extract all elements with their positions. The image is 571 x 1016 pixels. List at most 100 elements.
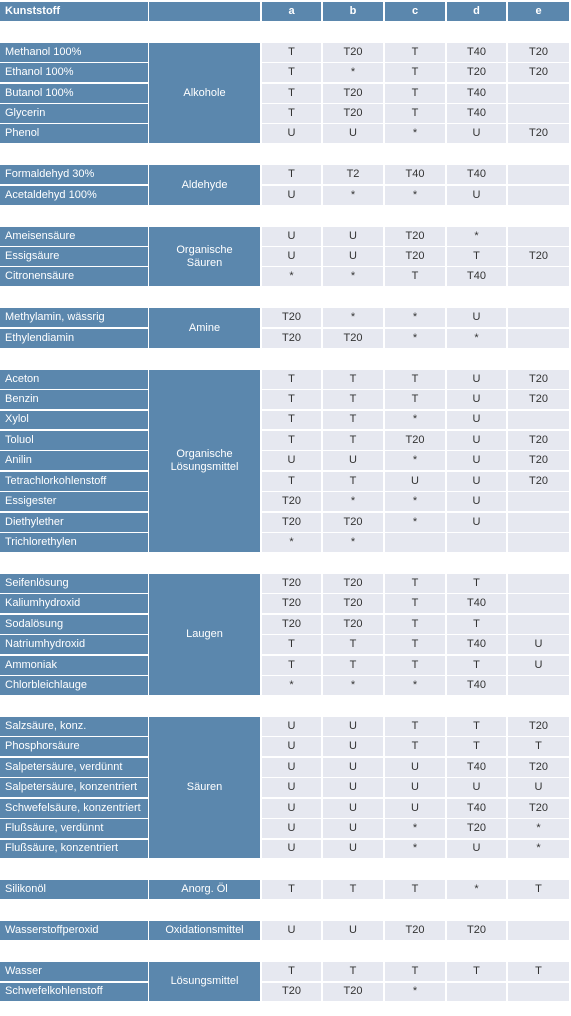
row-label: Wasserstoffperoxid bbox=[0, 921, 148, 941]
value-cell: * bbox=[508, 819, 569, 839]
value-cell: U bbox=[447, 410, 506, 430]
value-cell: * bbox=[385, 982, 445, 1002]
row-label: Flußsäure, konzentriert bbox=[0, 839, 148, 859]
value-cell: * bbox=[323, 308, 383, 328]
row-label: Seifenlösung bbox=[0, 573, 148, 593]
value-cell: T20 bbox=[323, 982, 383, 1002]
value-cell: T bbox=[323, 430, 383, 450]
value-cell: U bbox=[508, 655, 569, 675]
value-cell bbox=[447, 533, 506, 552]
row-label: Acetaldehyd 100% bbox=[0, 185, 148, 205]
value-cell: T20 bbox=[262, 573, 321, 593]
value-cell: * bbox=[385, 410, 445, 430]
value-cell: U bbox=[447, 308, 506, 328]
value-cell: T20 bbox=[323, 104, 383, 123]
value-cell: T bbox=[262, 390, 321, 409]
value-cell: U bbox=[262, 839, 321, 859]
value-cell: T20 bbox=[508, 430, 569, 450]
row-label: Natriumhydroxid bbox=[0, 635, 148, 655]
row-label: Benzin bbox=[0, 390, 148, 409]
group-label: Organische Säuren bbox=[149, 226, 260, 287]
value-cell: U bbox=[262, 451, 321, 471]
value-cell: T bbox=[262, 165, 321, 185]
value-cell bbox=[508, 410, 569, 430]
value-cell bbox=[508, 921, 569, 941]
value-cell: T bbox=[385, 880, 445, 900]
value-cell: T bbox=[508, 962, 569, 982]
row-label: Xylol bbox=[0, 410, 148, 430]
value-cell: T20 bbox=[385, 921, 445, 941]
row-label: Citronensäure bbox=[0, 267, 148, 287]
value-cell: T bbox=[323, 635, 383, 655]
value-cell: T bbox=[385, 737, 445, 757]
value-cell bbox=[508, 165, 569, 185]
value-cell: U bbox=[447, 430, 506, 450]
value-cell: U bbox=[262, 247, 321, 266]
value-cell: T20 bbox=[447, 819, 506, 839]
value-cell: U bbox=[323, 778, 383, 798]
value-cell bbox=[508, 533, 569, 552]
value-cell: T40 bbox=[447, 594, 506, 614]
group-label: Säuren bbox=[149, 716, 260, 859]
value-cell: T20 bbox=[447, 921, 506, 941]
value-cell: * bbox=[385, 185, 445, 205]
value-cell: U bbox=[447, 492, 506, 512]
value-cell: T bbox=[323, 410, 383, 430]
row-label: Aceton bbox=[0, 369, 148, 389]
value-cell: T20 bbox=[508, 716, 569, 736]
value-cell: U bbox=[323, 716, 383, 736]
value-cell: T20 bbox=[508, 369, 569, 389]
value-cell: U bbox=[323, 819, 383, 839]
value-cell: T bbox=[323, 655, 383, 675]
value-cell: T bbox=[447, 737, 506, 757]
value-cell: T bbox=[323, 880, 383, 900]
value-cell: * bbox=[385, 819, 445, 839]
value-cell: U bbox=[447, 185, 506, 205]
value-cell: T bbox=[323, 471, 383, 491]
value-cell: U bbox=[323, 451, 383, 471]
value-cell: T40 bbox=[447, 635, 506, 655]
value-cell: T bbox=[323, 390, 383, 409]
value-cell: T bbox=[262, 430, 321, 450]
value-cell: T bbox=[262, 63, 321, 83]
value-cell: * bbox=[447, 880, 506, 900]
value-cell: * bbox=[447, 226, 506, 246]
header-cell: a bbox=[262, 1, 321, 21]
value-cell: * bbox=[323, 533, 383, 552]
row-label: Methanol 100% bbox=[0, 42, 148, 62]
value-cell: T bbox=[262, 42, 321, 62]
value-cell: T bbox=[385, 104, 445, 123]
row-label: Sodalösung bbox=[0, 614, 148, 634]
value-cell: U bbox=[385, 798, 445, 818]
row-label: Formaldehyd 30% bbox=[0, 165, 148, 185]
value-cell bbox=[385, 533, 445, 552]
row-label: Flußsäure, verdünnt bbox=[0, 819, 148, 839]
value-cell bbox=[508, 492, 569, 512]
value-cell: T bbox=[323, 962, 383, 982]
value-cell bbox=[508, 185, 569, 205]
row-label: Schwefelsäure, konzentriert bbox=[0, 798, 148, 818]
value-cell: T40 bbox=[385, 165, 445, 185]
value-cell bbox=[508, 614, 569, 634]
value-cell: T bbox=[262, 369, 321, 389]
value-cell: T bbox=[385, 962, 445, 982]
value-cell: * bbox=[323, 63, 383, 83]
value-cell: U bbox=[323, 226, 383, 246]
value-cell: T20 bbox=[508, 471, 569, 491]
value-cell: T20 bbox=[323, 594, 383, 614]
value-cell: U bbox=[262, 757, 321, 777]
value-cell: T20 bbox=[262, 614, 321, 634]
value-cell: T20 bbox=[323, 614, 383, 634]
value-cell: T bbox=[262, 655, 321, 675]
value-cell: T bbox=[262, 83, 321, 103]
group-label: Laugen bbox=[149, 573, 260, 696]
value-cell: T bbox=[385, 635, 445, 655]
value-cell: U bbox=[447, 451, 506, 471]
group-label: Oxidationsmittel bbox=[149, 921, 260, 941]
value-cell: T bbox=[385, 390, 445, 409]
value-cell: T bbox=[385, 63, 445, 83]
value-cell: T bbox=[385, 42, 445, 62]
value-cell: T bbox=[385, 267, 445, 287]
value-cell: U bbox=[323, 757, 383, 777]
